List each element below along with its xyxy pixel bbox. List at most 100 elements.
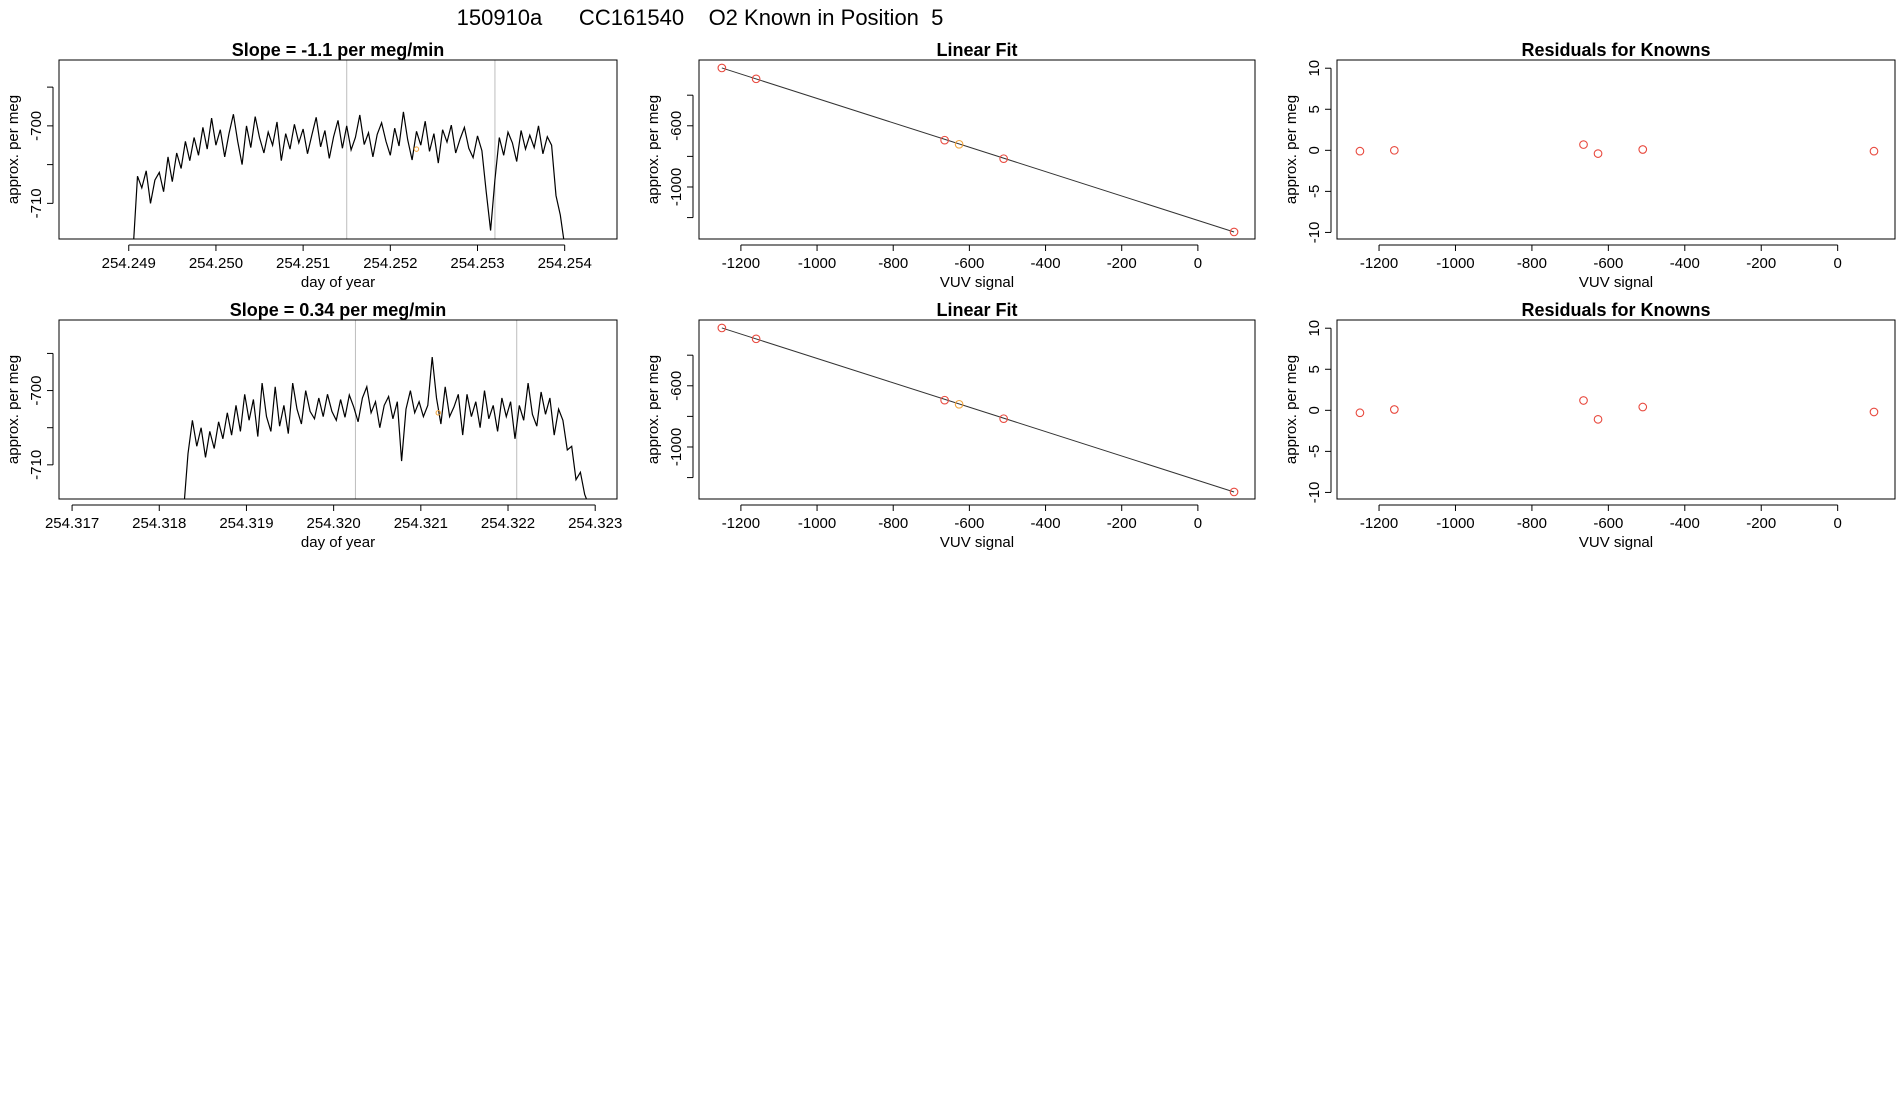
x-tick-label: 254.318: [132, 515, 186, 532]
x-tick-label: -1000: [1436, 515, 1474, 532]
known-point: [1389, 405, 1399, 414]
x-tick-label: -400: [1670, 255, 1700, 272]
x-tick-label: -200: [1746, 515, 1776, 532]
y-axis-label: approx. per meg: [1283, 355, 1300, 464]
x-tick-label: 254.253: [450, 255, 504, 272]
x-tick-label: 254.317: [45, 515, 99, 532]
y-tick-label: -1000: [668, 428, 685, 466]
data-layer: [133, 111, 565, 239]
y-axis-label: approx. per meg: [1283, 95, 1300, 204]
x-tick-label: -1000: [1436, 255, 1474, 272]
x-axis-label: VUV signal: [940, 534, 1014, 551]
x-axis-label: VUV signal: [1579, 274, 1653, 291]
known-point: [1593, 415, 1603, 424]
known-point: [717, 63, 727, 73]
plot-frame: [1336, 319, 1896, 500]
known-point: [751, 334, 761, 344]
known-point: [1389, 145, 1399, 155]
y-tick-label: 5: [1306, 365, 1323, 373]
x-axis-label: VUV signal: [1579, 534, 1653, 551]
unknown-point: [954, 139, 964, 149]
x-tick-label: -800: [1517, 515, 1547, 532]
known-point: [1869, 146, 1879, 156]
chart-title: Slope = -1.1 per meg/min: [232, 40, 445, 60]
unknown-point: [954, 399, 964, 409]
x-tick-label: -1200: [722, 255, 760, 272]
chart-title: Linear Fit: [936, 300, 1017, 320]
data-layer: [1355, 396, 1879, 424]
y-tick-label: 0: [1306, 146, 1323, 154]
y-tick-label: 10: [1306, 60, 1323, 77]
y-axis-label: approx. per meg: [645, 95, 662, 204]
y-tick-label: -700: [28, 111, 45, 141]
plot-frame: [58, 59, 618, 240]
y-tick-label: -5: [1306, 445, 1323, 458]
known-point: [1355, 146, 1365, 156]
y-tick-label: 10: [1306, 320, 1323, 337]
fit-line: [721, 67, 1235, 233]
x-tick-label: 254.320: [307, 515, 361, 532]
x-tick-label: -400: [1670, 515, 1700, 532]
page-title: 150910a CC161540 O2 Known in Position 5: [457, 5, 944, 30]
y-tick-label: -600: [668, 371, 685, 401]
fit-line: [721, 327, 1235, 493]
highlight-point: [435, 410, 441, 416]
highlight-point: [413, 146, 420, 152]
known-point: [1229, 487, 1239, 497]
y-axis-label: approx. per meg: [5, 95, 22, 204]
plot-frame: [698, 319, 1256, 500]
chart-panel-2: Linear Fit -1200 -1000 -800 -600 -400 -200 0 VUV…: [645, 40, 1256, 291]
x-tick-label: -1200: [1360, 255, 1398, 272]
y-tick-label: -1000: [668, 168, 685, 206]
x-tick-label: 254.251: [276, 255, 330, 272]
x-tick-label: -600: [954, 255, 984, 272]
x-tick-label: 0: [1833, 515, 1841, 532]
y-tick-label: -600: [668, 111, 685, 141]
chart-panel-5: Linear Fit -1200 -1000 -800 -600 -400 -200 0 VUV…: [645, 300, 1256, 551]
data-layer: [1355, 140, 1879, 158]
known-point: [1593, 149, 1603, 158]
known-point: [940, 135, 949, 145]
chart-title: Linear Fit: [936, 40, 1017, 60]
x-tick-label: -200: [1746, 255, 1776, 272]
y-tick-label: -5: [1306, 185, 1323, 198]
chart-title: Residuals for Knowns: [1521, 300, 1710, 320]
x-tick-label: 0: [1833, 255, 1841, 272]
x-tick-label: -800: [1517, 255, 1547, 272]
x-tick-label: -600: [954, 515, 984, 532]
y-tick-label: -10: [1306, 222, 1323, 244]
x-tick-label: -600: [1593, 515, 1623, 532]
plot-frame: [698, 59, 1256, 240]
known-point: [940, 395, 949, 405]
known-point: [717, 323, 727, 333]
x-tick-label: 254.319: [219, 515, 273, 532]
x-tick-label: -200: [1107, 255, 1137, 272]
x-axis-label: VUV signal: [940, 274, 1014, 291]
known-point: [1638, 145, 1648, 154]
y-tick-label: -10: [1306, 482, 1323, 504]
known-point: [1229, 227, 1239, 237]
x-tick-label: -800: [878, 515, 908, 532]
x-tick-label: 254.254: [538, 255, 592, 272]
y-tick-label: -710: [28, 188, 45, 218]
known-point: [999, 154, 1009, 164]
y-axis-label: approx. per meg: [645, 355, 662, 464]
y-tick-label: -710: [28, 450, 45, 480]
x-tick-label: -600: [1593, 255, 1623, 272]
y-tick-label: -700: [28, 376, 45, 406]
x-tick-label: -200: [1107, 515, 1137, 532]
x-tick-label: -800: [878, 255, 908, 272]
known-point: [1579, 140, 1588, 149]
series-line: [183, 357, 588, 499]
chart-panel-3: Residuals for Knowns-1200 -1000 -800 -600 -4…: [1283, 40, 1896, 291]
y-tick-label: 0: [1306, 406, 1323, 414]
known-point: [1355, 408, 1365, 418]
x-tick-label: 254.323: [568, 515, 622, 532]
data-layer: [717, 323, 1239, 497]
x-axis-label: day of year: [301, 534, 375, 551]
x-tick-label: -400: [1031, 515, 1061, 532]
known-point: [751, 74, 761, 84]
plot-frame: [58, 319, 618, 500]
x-axis-label: day of year: [301, 274, 375, 291]
